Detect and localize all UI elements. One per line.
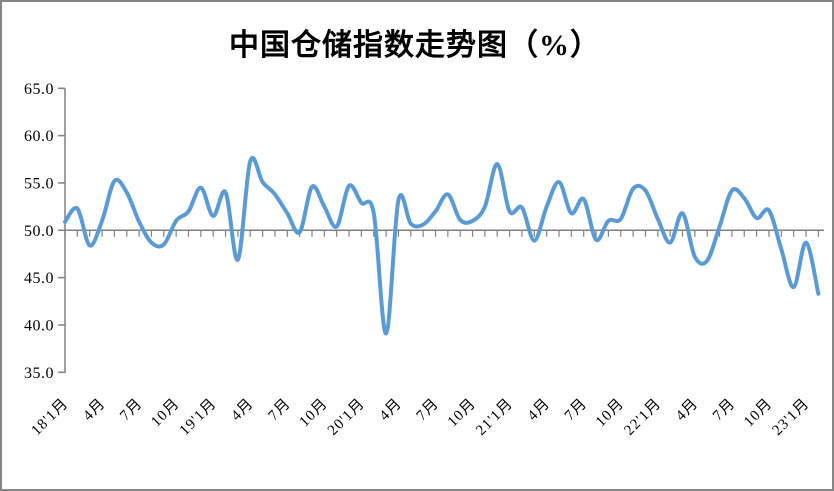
x-axis-tick-label: 7月: [562, 396, 591, 425]
x-axis-tick-label: 18'1月: [29, 396, 72, 439]
y-axis-tick-label: 40.0: [24, 317, 54, 334]
x-axis-tick-label: 7月: [265, 396, 294, 425]
x-axis-tick-label: 10月: [445, 396, 480, 431]
x-axis-tick-label: 7月: [414, 396, 443, 425]
x-axis-tick-label: 10月: [148, 396, 183, 431]
x-axis-tick-label: 20'1月: [325, 396, 368, 439]
y-axis-tick-label: 45.0: [24, 270, 54, 287]
x-axis-tick-label: 4月: [525, 396, 554, 425]
x-axis-tick-label: 4月: [377, 396, 406, 425]
x-axis-tick-label: 7月: [710, 396, 739, 425]
x-axis-tick-label: 22'1月: [621, 396, 664, 439]
x-axis-tick-label: 4月: [80, 396, 109, 425]
x-axis-tick-label: 10月: [593, 396, 628, 431]
chart-title: 中国仓储指数走势图（%）: [229, 29, 601, 62]
y-axis-tick-label: 60.0: [24, 128, 54, 145]
y-axis-tick-label: 55.0: [24, 175, 54, 192]
y-axis-tick-label: 35.0: [24, 365, 54, 382]
x-axis-tick-label: 4月: [228, 396, 257, 425]
y-axis-tick-label: 65.0: [24, 81, 54, 98]
series-line-warehousing-index: [63, 156, 821, 336]
x-axis-tick-label: 21'1月: [473, 396, 516, 439]
x-axis-tick-label: 19'1月: [177, 396, 220, 439]
x-axis-tick-label: 23'1月: [770, 396, 813, 439]
x-axis-tick-label: 10月: [741, 396, 776, 431]
x-axis-tick-label: 10月: [297, 396, 332, 431]
x-axis-tick-label: 7月: [117, 396, 146, 425]
x-axis-tick-label: 4月: [673, 396, 702, 425]
y-axis-tick-label: 50.0: [24, 223, 54, 240]
